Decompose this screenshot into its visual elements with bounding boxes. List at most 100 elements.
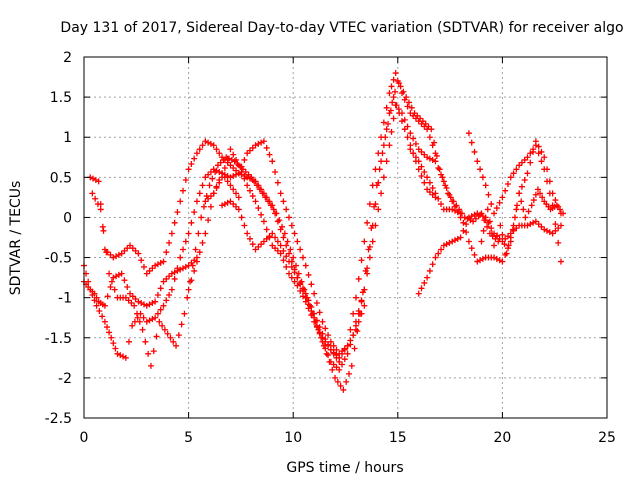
- data-point: [535, 221, 542, 228]
- data-point: [383, 158, 390, 165]
- data-point: [491, 254, 498, 261]
- data-point: [255, 182, 262, 189]
- data-point: [401, 126, 408, 133]
- data-point: [283, 242, 290, 249]
- data-point: [432, 254, 439, 261]
- data-point: [276, 217, 283, 224]
- data-point: [246, 187, 253, 194]
- y-tick-label: 0.5: [50, 170, 72, 186]
- data-point: [408, 104, 415, 111]
- data-point: [412, 154, 419, 161]
- data-point: [99, 313, 106, 320]
- data-point: [366, 254, 373, 261]
- data-point: [131, 302, 138, 309]
- data-point: [421, 179, 428, 186]
- data-point: [525, 208, 532, 215]
- data-point: [404, 134, 411, 141]
- data-point: [386, 110, 393, 117]
- data-point: [468, 213, 475, 220]
- data-point: [552, 227, 559, 234]
- data-point: [206, 182, 213, 189]
- data-point: [450, 198, 457, 205]
- y-tick-label: 1: [63, 130, 72, 146]
- data-point: [424, 154, 431, 161]
- data-point: [530, 219, 537, 226]
- plot-frame: [83, 56, 608, 419]
- data-point: [388, 83, 395, 90]
- data-point: [216, 179, 223, 186]
- data-point: [305, 271, 312, 278]
- data-point: [345, 370, 352, 377]
- data-point: [375, 206, 382, 213]
- data-point: [555, 239, 562, 246]
- data-point: [535, 143, 542, 150]
- data-point: [118, 250, 125, 257]
- data-point: [398, 110, 405, 117]
- data-point: [91, 290, 98, 297]
- data-point: [516, 190, 523, 197]
- data-point: [311, 290, 318, 297]
- data-point: [319, 318, 326, 325]
- data-point: [364, 219, 371, 226]
- data-point: [238, 214, 245, 221]
- data-point: [530, 197, 537, 204]
- data-point: [188, 160, 195, 167]
- data-point: [191, 155, 198, 162]
- data-point: [180, 265, 187, 272]
- data-point: [167, 334, 174, 341]
- data-point: [199, 142, 206, 149]
- data-point: [410, 150, 417, 157]
- data-point: [227, 182, 234, 189]
- data-point: [302, 290, 309, 297]
- data-point: [200, 203, 207, 210]
- data-point: [199, 182, 206, 189]
- data-point: [553, 202, 560, 209]
- data-point: [404, 103, 411, 110]
- data-point: [316, 329, 323, 336]
- data-point: [426, 134, 433, 141]
- data-point: [210, 142, 217, 149]
- data-point: [442, 182, 449, 189]
- data-point: [122, 354, 129, 361]
- data-point: [426, 179, 433, 186]
- data-point: [390, 76, 397, 83]
- data-point: [407, 130, 414, 137]
- data-point: [263, 235, 270, 242]
- data-point: [115, 271, 122, 278]
- data-point: [347, 326, 354, 333]
- data-point: [425, 123, 432, 130]
- data-point: [316, 309, 323, 316]
- data-point: [260, 138, 267, 145]
- data-point: [186, 278, 193, 285]
- data-point: [491, 210, 498, 217]
- data-point: [120, 353, 127, 360]
- data-point: [129, 293, 136, 300]
- data-point: [541, 226, 548, 233]
- data-point: [330, 361, 337, 368]
- data-point: [110, 254, 117, 261]
- data-point: [230, 172, 237, 179]
- data-point: [258, 139, 265, 146]
- data-point: [418, 163, 425, 170]
- data-point: [260, 238, 267, 245]
- data-point: [185, 166, 192, 173]
- data-point: [266, 151, 273, 158]
- data-point: [192, 246, 199, 253]
- data-point: [299, 254, 306, 261]
- data-point: [185, 230, 192, 237]
- data-point: [354, 328, 361, 335]
- data-point: [214, 162, 221, 169]
- data-point: [465, 238, 472, 245]
- x-tick-label: 20: [493, 430, 511, 446]
- data-point: [453, 202, 460, 209]
- data-point: [129, 322, 136, 329]
- data-point: [521, 156, 528, 163]
- data-point: [546, 229, 553, 236]
- chart-title: Day 131 of 2017, Sidereal Day-to-day VTE…: [60, 20, 623, 36]
- data-point: [484, 223, 491, 230]
- data-point: [537, 190, 544, 197]
- data-point: [358, 257, 365, 264]
- data-point: [269, 230, 276, 237]
- data-point: [132, 247, 139, 254]
- data-point: [269, 242, 276, 249]
